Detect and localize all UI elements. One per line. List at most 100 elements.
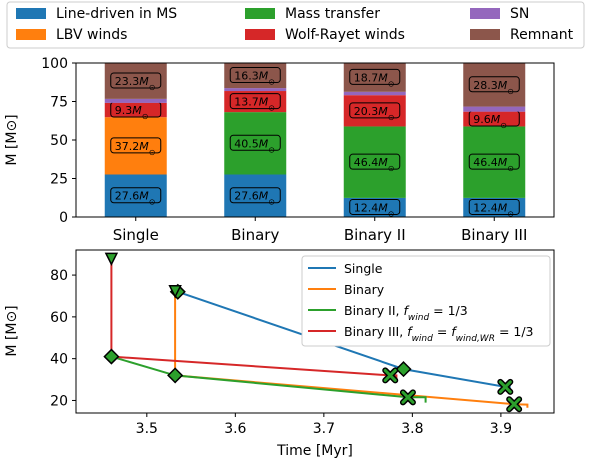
bar-y-tick-label-1: 25 <box>50 172 68 188</box>
legend-bottom: Single Binary Binary II, fwind = 1/3Binary… <box>301 255 551 347</box>
line-chart-panel: 3.5 3.6 3.7 3.8 3.9 20 40 60 80 M [M⊙] Time [Myr… <box>4 249 555 459</box>
bar-segment-0-3 <box>463 197 526 217</box>
legend-top-label-5: Remnant <box>510 27 574 43</box>
legend-top-label-4: Wolf-Rayet winds <box>285 27 405 43</box>
bar-segment-4-3 <box>463 106 526 112</box>
bar-data-label-3-2: 20.3M⊙ <box>349 102 401 121</box>
line-marker-1-1 <box>167 367 184 384</box>
legend-top-label-1: Mass transfer <box>285 6 380 22</box>
bar-y-tick-label-0: 0 <box>59 210 68 226</box>
bar-segment-3-2 <box>343 95 406 127</box>
legend-top: Line-driven in MS Mass transfer SN LBV wind… <box>6 1 585 49</box>
bar-category-label-1: Binary <box>231 226 279 244</box>
line-y-tick-label-3: 80 <box>50 268 68 284</box>
line-x-tick-label-3: 3.8 <box>401 421 423 437</box>
bar-data-label-box-3-1 <box>229 93 281 110</box>
bar-segment-4-0 <box>104 98 167 103</box>
bar-data-label-box-2-2 <box>349 153 401 170</box>
bar-data-label-box-2-1 <box>229 134 281 151</box>
bar-segment-4-2 <box>343 91 406 96</box>
bar-data-label-2-2: 46.4M⊙ <box>349 153 401 173</box>
bar-data-label-5-3: 28.3M⊙ <box>468 76 520 96</box>
line-marker-2-1 <box>399 389 416 406</box>
bar-category-label-0: Single <box>113 226 159 244</box>
legend-top-swatch-3 <box>16 29 46 40</box>
legend-top-label-3: LBV winds <box>56 27 127 43</box>
line-x-tick-label-1: 3.6 <box>224 421 246 437</box>
legend-bottom-label-3: Binary III, fwind = fwind,WR = 1/3 <box>344 324 534 344</box>
line-y-tick-label-2: 60 <box>50 310 68 326</box>
line-y-tick-label-0: 20 <box>50 393 68 409</box>
bar-segment-0-1 <box>224 174 287 217</box>
legend-top-swatch-2 <box>470 8 500 19</box>
bar-data-label-text-2-2: 46.4M⊙ <box>354 156 395 173</box>
bar-data-label-text-0-1: 27.6M⊙ <box>234 190 275 207</box>
bar-segment-1-0 <box>104 117 167 175</box>
bar-data-label-1-0: 37.2M⊙ <box>110 137 162 157</box>
legend-top-label-2: SN <box>510 6 529 22</box>
bar-data-label-0-0: 27.6M⊙ <box>110 187 162 207</box>
bar-data-label-text-5-3: 28.3M⊙ <box>473 79 514 96</box>
bar-data-label-text-3-1: 13.7M⊙ <box>234 96 275 113</box>
bar-data-label-text-0-0: 27.6M⊙ <box>115 190 156 207</box>
bar-data-label-0-2: 12.4M⊙ <box>349 198 401 218</box>
bar-segment-3-3 <box>463 111 526 127</box>
legend-top-label-0: Line-driven in MS <box>56 6 177 22</box>
legend-top-frame <box>6 1 585 49</box>
bar-segment-2-2 <box>343 126 406 198</box>
line-marker-1-2-fill <box>507 397 521 411</box>
line-marker-2-1-fill <box>401 390 415 404</box>
bar-data-label-text-0-3: 12.4M⊙ <box>473 201 514 218</box>
legend-top-swatch-0 <box>16 8 46 19</box>
line-marker-2-0 <box>103 348 120 365</box>
bar-data-label-text-5-0: 23.3M⊙ <box>115 75 156 92</box>
line-marker-3-1 <box>382 367 399 384</box>
bar-segment-3-1 <box>224 91 287 113</box>
bar-y-tick-label-2: 50 <box>50 133 68 149</box>
bar-data-label-box-1-0 <box>110 137 162 154</box>
bar-data-label-0-3: 12.4M⊙ <box>468 198 520 218</box>
legend-top-swatch-5 <box>470 29 500 40</box>
legend-bottom-frame <box>301 255 551 347</box>
line-marker-1-2 <box>506 396 523 413</box>
bar-data-label-text-2-3: 46.4M⊙ <box>473 156 514 173</box>
bar-data-label-3-3: 9.6M⊙ <box>468 110 520 130</box>
bar-data-label-box-0-0 <box>110 187 162 204</box>
bar-data-label-2-3: 46.4M⊙ <box>468 153 520 173</box>
bar-segment-5-2 <box>343 63 406 92</box>
bar-y-tick-label-4: 100 <box>41 56 68 72</box>
line-x-tick-label-4: 3.9 <box>490 421 512 437</box>
bar-data-label-box-0-3 <box>468 198 520 215</box>
bar-data-label-text-5-1: 16.3M⊙ <box>234 70 275 87</box>
bar-data-label-3-0: 9.3M⊙ <box>110 101 162 121</box>
bar-data-label-text-3-0: 9.3M⊙ <box>115 104 149 121</box>
bar-segment-5-3 <box>463 63 526 107</box>
line-x-tick-label-2: 3.7 <box>313 421 335 437</box>
bar-segment-0-0 <box>104 174 167 217</box>
bar-segment-4-1 <box>224 88 287 92</box>
bar-chart-panel: 27.6M⊙ 37.2M⊙ 9.3M⊙ 23.3M⊙ 27.6M⊙ 40.5M⊙ 13.7M… <box>4 56 555 244</box>
bar-y-tick-label-3: 75 <box>50 95 68 111</box>
bar-category-label-2: Binary II <box>344 226 406 244</box>
bar-data-label-5-1: 16.3M⊙ <box>229 67 281 87</box>
bar-data-label-text-3-3: 9.6M⊙ <box>473 113 507 130</box>
bar-data-label-text-1-0: 37.2M⊙ <box>115 140 156 157</box>
bar-data-label-box-0-1 <box>229 187 281 204</box>
line-marker-3-1-fill <box>383 368 397 382</box>
bar-category-label-3: Binary III <box>461 226 527 244</box>
bar-segment-3-0 <box>104 102 167 118</box>
line-series-2 <box>111 355 427 403</box>
line-y-axis-label: M [M⊙] <box>4 305 20 356</box>
legend-bottom-label-0: Single <box>344 261 383 276</box>
line-chart-frame <box>75 249 555 414</box>
bar-data-label-0-1: 27.6M⊙ <box>229 187 281 207</box>
bar-segment-5-0 <box>104 63 167 99</box>
bar-data-label-box-5-3 <box>468 76 520 93</box>
bar-data-label-box-2-3 <box>468 153 520 170</box>
bar-segment-2-3 <box>463 126 526 198</box>
bar-data-label-text-0-2: 12.4M⊙ <box>354 201 395 218</box>
bar-data-label-text-2-1: 40.5M⊙ <box>234 137 275 154</box>
bar-data-label-5-2: 18.7M⊙ <box>349 68 401 88</box>
bar-y-axis-label: M [M⊙] <box>4 114 20 165</box>
